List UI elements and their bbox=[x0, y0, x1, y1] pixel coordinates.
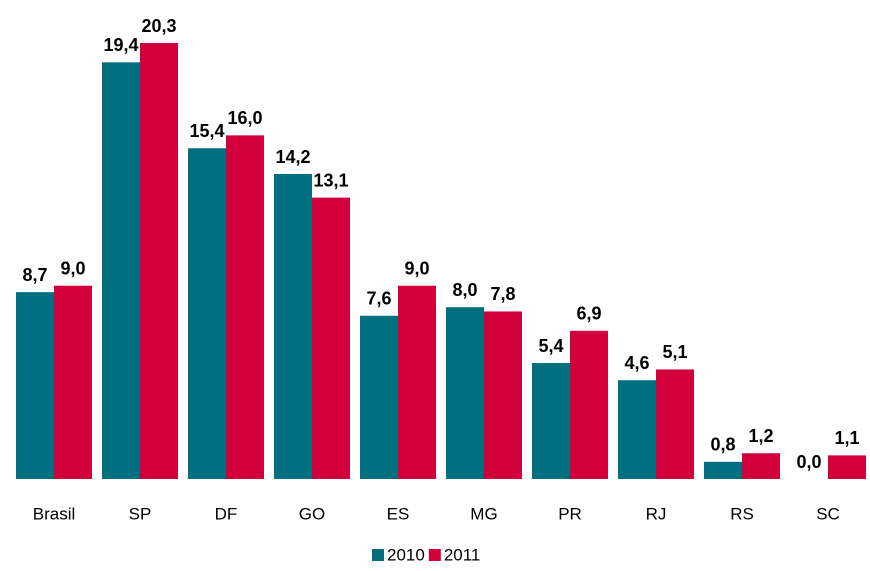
x-tick-label: Brasil bbox=[33, 504, 76, 523]
value-label: 4,6 bbox=[624, 353, 649, 373]
bar bbox=[312, 197, 350, 480]
value-label: 13,1 bbox=[313, 170, 348, 190]
value-label: 20,3 bbox=[141, 16, 176, 36]
value-label: 0,8 bbox=[710, 435, 735, 455]
value-label: 6,9 bbox=[576, 304, 601, 324]
x-tick-label: PR bbox=[558, 504, 582, 523]
legend-swatch bbox=[372, 549, 384, 561]
value-label: 5,1 bbox=[662, 342, 687, 362]
bar bbox=[226, 135, 264, 479]
value-label: 15,4 bbox=[189, 121, 224, 141]
value-label: 7,6 bbox=[366, 289, 391, 309]
bar bbox=[704, 461, 742, 479]
legend-label: 2010 bbox=[387, 545, 425, 564]
bar bbox=[140, 43, 178, 479]
value-label: 9,0 bbox=[404, 258, 429, 278]
value-label: 1,2 bbox=[748, 426, 773, 446]
x-tick-label: GO bbox=[299, 504, 325, 523]
bar bbox=[742, 453, 780, 479]
value-label: 16,0 bbox=[227, 108, 262, 128]
x-tick-label: SP bbox=[129, 504, 152, 523]
legend-label: 2011 bbox=[444, 545, 481, 564]
bar bbox=[828, 455, 866, 479]
bar bbox=[446, 307, 484, 479]
bar bbox=[532, 363, 570, 479]
bar bbox=[484, 311, 522, 479]
value-label: 8,7 bbox=[22, 265, 47, 285]
bar bbox=[570, 330, 608, 479]
bar bbox=[102, 62, 140, 479]
value-label: 0,0 bbox=[796, 452, 821, 472]
bar bbox=[274, 174, 312, 480]
bar bbox=[188, 148, 226, 479]
bar bbox=[398, 285, 436, 479]
value-label: 5,4 bbox=[538, 336, 563, 356]
x-tick-label: DF bbox=[215, 504, 238, 523]
value-label: 19,4 bbox=[103, 35, 138, 55]
bar bbox=[16, 292, 54, 479]
x-tick-label: SC bbox=[816, 504, 840, 523]
bar bbox=[54, 285, 92, 479]
value-label: 7,8 bbox=[490, 284, 515, 304]
bar bbox=[656, 369, 694, 479]
legend-swatch bbox=[428, 549, 441, 561]
x-tick-label: ES bbox=[387, 504, 410, 523]
bar bbox=[618, 380, 656, 479]
value-label: 9,0 bbox=[60, 258, 85, 278]
x-tick-label: MG bbox=[470, 504, 497, 523]
value-label: 8,0 bbox=[452, 280, 477, 300]
value-label: 1,1 bbox=[834, 428, 859, 448]
value-label: 14,2 bbox=[275, 147, 310, 167]
x-tick-label: RS bbox=[730, 504, 754, 523]
x-tick-label: RJ bbox=[646, 504, 667, 523]
bar bbox=[360, 315, 398, 479]
